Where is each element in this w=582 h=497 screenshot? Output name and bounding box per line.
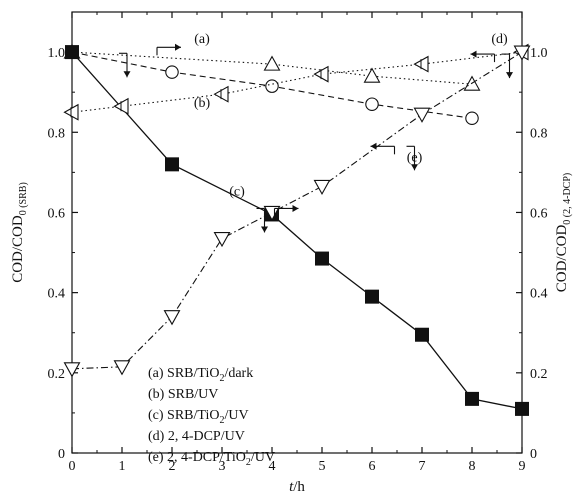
axis-arrow-right [274, 204, 299, 212]
y-left-tick-label: 0.6 [48, 206, 66, 221]
x-tick-label: 5 [319, 459, 326, 474]
plot-frame [71, 11, 523, 454]
y-right-tick-label: 0.8 [530, 126, 548, 141]
y-left-tick-label: 0.4 [48, 287, 66, 302]
x-axis-label: t/h [289, 479, 305, 495]
annotations: (a)(b)(c)(d)(e) [119, 32, 513, 233]
data-point-b [365, 97, 379, 111]
arrow-head [175, 43, 181, 51]
data-point-c [515, 401, 529, 416]
annotation-label: (d) [491, 32, 508, 47]
data-point-e [313, 179, 331, 196]
data-point-c [465, 391, 479, 406]
series-line-c [71, 51, 523, 410]
series-c [65, 45, 529, 416]
data-point-e [113, 360, 131, 376]
y-right-tick-label: 0 [530, 447, 537, 462]
series-e [63, 45, 531, 378]
y-right-axis-label: COD/COD0 (2, 4-DCP) [554, 173, 573, 292]
x-tick-label: 8 [469, 459, 476, 474]
arrow-head [370, 142, 377, 150]
axis-arrow-right [157, 43, 181, 51]
legend-entry: (b) SRB/UV [148, 387, 218, 402]
arrow-head [470, 50, 477, 58]
x-tick-label: 6 [369, 459, 376, 474]
x-tick-label: 0 [69, 459, 76, 474]
axis-arrow-down [411, 146, 418, 171]
series-line-a [71, 51, 473, 85]
arrow-head [261, 226, 268, 233]
data-point-e [413, 107, 431, 123]
axis-arrow-down [123, 53, 131, 78]
x-tick-label: 4 [269, 459, 276, 474]
y-left-tick-label: 0.2 [48, 367, 66, 382]
data-point-c [165, 157, 179, 172]
legend-entry: (e) 2, 4-DCP/TiO2/UV [148, 450, 275, 468]
data-point-c [365, 289, 379, 304]
series-layer [63, 43, 531, 416]
legend-entry: (c) SRB/TiO2/UV [148, 408, 249, 426]
annotation-label: (b) [194, 96, 211, 111]
data-point-e [213, 231, 231, 248]
data-point-c [315, 251, 329, 266]
series-d [63, 43, 529, 121]
data-point-a [363, 67, 381, 83]
series-line-d [71, 51, 523, 113]
data-point-c [415, 327, 429, 342]
data-point-e [63, 362, 81, 378]
data-point-b [465, 111, 479, 125]
arrow-head [411, 164, 418, 171]
data-point-a [263, 55, 281, 71]
y-right-tick-label: 0.4 [530, 287, 548, 302]
y-left-axis-label: COD/COD0 (SRB) [10, 182, 29, 283]
axes [71, 11, 523, 454]
legend: (a) SRB/TiO2/dark (b) SRB/UV (c) SRB/TiO2/… [148, 366, 275, 468]
data-point-b [165, 65, 179, 79]
data-point-e [263, 205, 281, 222]
y-right-tick-label: 1.0 [530, 46, 548, 61]
y-right-tick-label: 0.2 [530, 367, 548, 382]
series-line-e [71, 51, 523, 370]
data-point-c [65, 45, 79, 60]
y-left-tick-label: 0 [58, 447, 65, 462]
axis-arrow-down [261, 208, 268, 233]
data-point-b [265, 79, 279, 93]
axis-arrow-left [370, 142, 395, 150]
x-tick-label: 2 [169, 459, 176, 474]
ticks: 0 1 2 3 4 5 6 7 8 900.20.40.60.81.000.20.40.60.81… [48, 11, 548, 474]
axis-arrow-down [506, 54, 513, 79]
axis-labels: t/h COD/COD0 (SRB) COD/COD0 (2, 4-DCP) [10, 173, 573, 495]
annotation-label: (c) [229, 184, 245, 199]
legend-entry: (a) SRB/TiO2/dark [148, 366, 253, 384]
y-left-tick-label: 1.0 [48, 46, 66, 61]
axis-arrow-left [470, 50, 495, 58]
x-tick-label: 9 [519, 459, 526, 474]
annotation-label: (a) [194, 32, 210, 47]
arrow-head [292, 204, 299, 212]
arrow-head [123, 71, 131, 78]
y-left-tick-label: 0.8 [48, 126, 66, 141]
data-point-e [513, 45, 531, 61]
legend-entry: (d) 2, 4-DCP/UV [148, 429, 245, 444]
arrow-head [506, 72, 513, 79]
x-tick-label: 3 [219, 459, 226, 474]
y-right-tick-label: 0.6 [530, 206, 548, 221]
x-tick-label: 7 [419, 459, 426, 474]
data-point-e [163, 310, 181, 326]
x-tick-label: 1 [119, 459, 126, 474]
